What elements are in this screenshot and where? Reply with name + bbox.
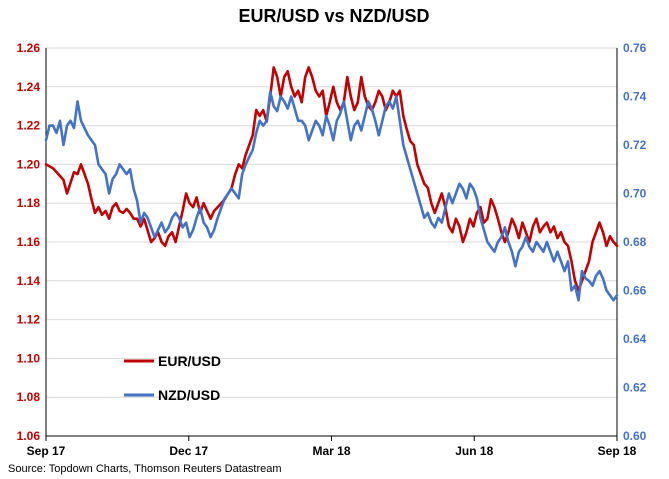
right-tick-1: 0.62 xyxy=(623,381,647,395)
left-tick-8: 1.22 xyxy=(17,119,41,133)
x-tick-3: Jun 18 xyxy=(455,444,493,458)
right-tick-4: 0.68 xyxy=(623,235,647,249)
source-note: Source: Topdown Charts, Thomson Reuters … xyxy=(8,463,282,475)
right-tick-6: 0.72 xyxy=(623,138,647,152)
left-tick-2: 1.10 xyxy=(17,351,41,365)
x-tick-4: Sep 18 xyxy=(598,444,637,458)
legend: EUR/USD NZD/USD xyxy=(124,353,221,403)
left-tick-7: 1.20 xyxy=(17,157,41,171)
right-tick-5: 0.70 xyxy=(623,187,647,201)
legend-label-nzdusd: NZD/USD xyxy=(158,387,220,403)
series-lines xyxy=(44,66,619,302)
left-tick-3: 1.12 xyxy=(17,313,41,327)
left-tick-5: 1.16 xyxy=(17,235,41,249)
x-tick-0: Sep 17 xyxy=(27,444,66,458)
right-tick-8: 0.76 xyxy=(623,41,647,55)
x-tick-2: Mar 18 xyxy=(312,444,350,458)
left-tick-0: 1.06 xyxy=(17,429,41,443)
gridlines xyxy=(46,47,617,398)
right-tick-2: 0.64 xyxy=(623,332,647,346)
left-tick-6: 1.18 xyxy=(17,196,41,210)
left-tick-1: 1.08 xyxy=(17,390,41,404)
series-line-eurusd xyxy=(44,66,619,292)
x-tick-1: Dec 17 xyxy=(169,444,208,458)
right-axis-ticks: 0.60 0.62 0.64 0.66 0.68 0.70 0.72 0.74 0.76 xyxy=(623,41,647,443)
left-axis-ticks: 1.06 1.08 1.10 1.12 1.14 1.16 1.18 1.20 1.22 1.24… xyxy=(17,41,41,443)
series-line-nzdusd xyxy=(44,90,619,302)
legend-label-eurusd: EUR/USD xyxy=(158,353,221,369)
right-tick-0: 0.60 xyxy=(623,429,647,443)
right-tick-7: 0.74 xyxy=(623,90,647,104)
right-tick-3: 0.66 xyxy=(623,284,647,298)
x-axis-ticks: Sep 17 Dec 17 Mar 18 Jun 18 Sep 18 xyxy=(27,436,637,458)
left-tick-10: 1.26 xyxy=(17,41,41,55)
chart-title: EUR/USD vs NZD/USD xyxy=(238,6,429,26)
left-tick-4: 1.14 xyxy=(17,274,41,288)
left-tick-9: 1.24 xyxy=(17,80,41,94)
